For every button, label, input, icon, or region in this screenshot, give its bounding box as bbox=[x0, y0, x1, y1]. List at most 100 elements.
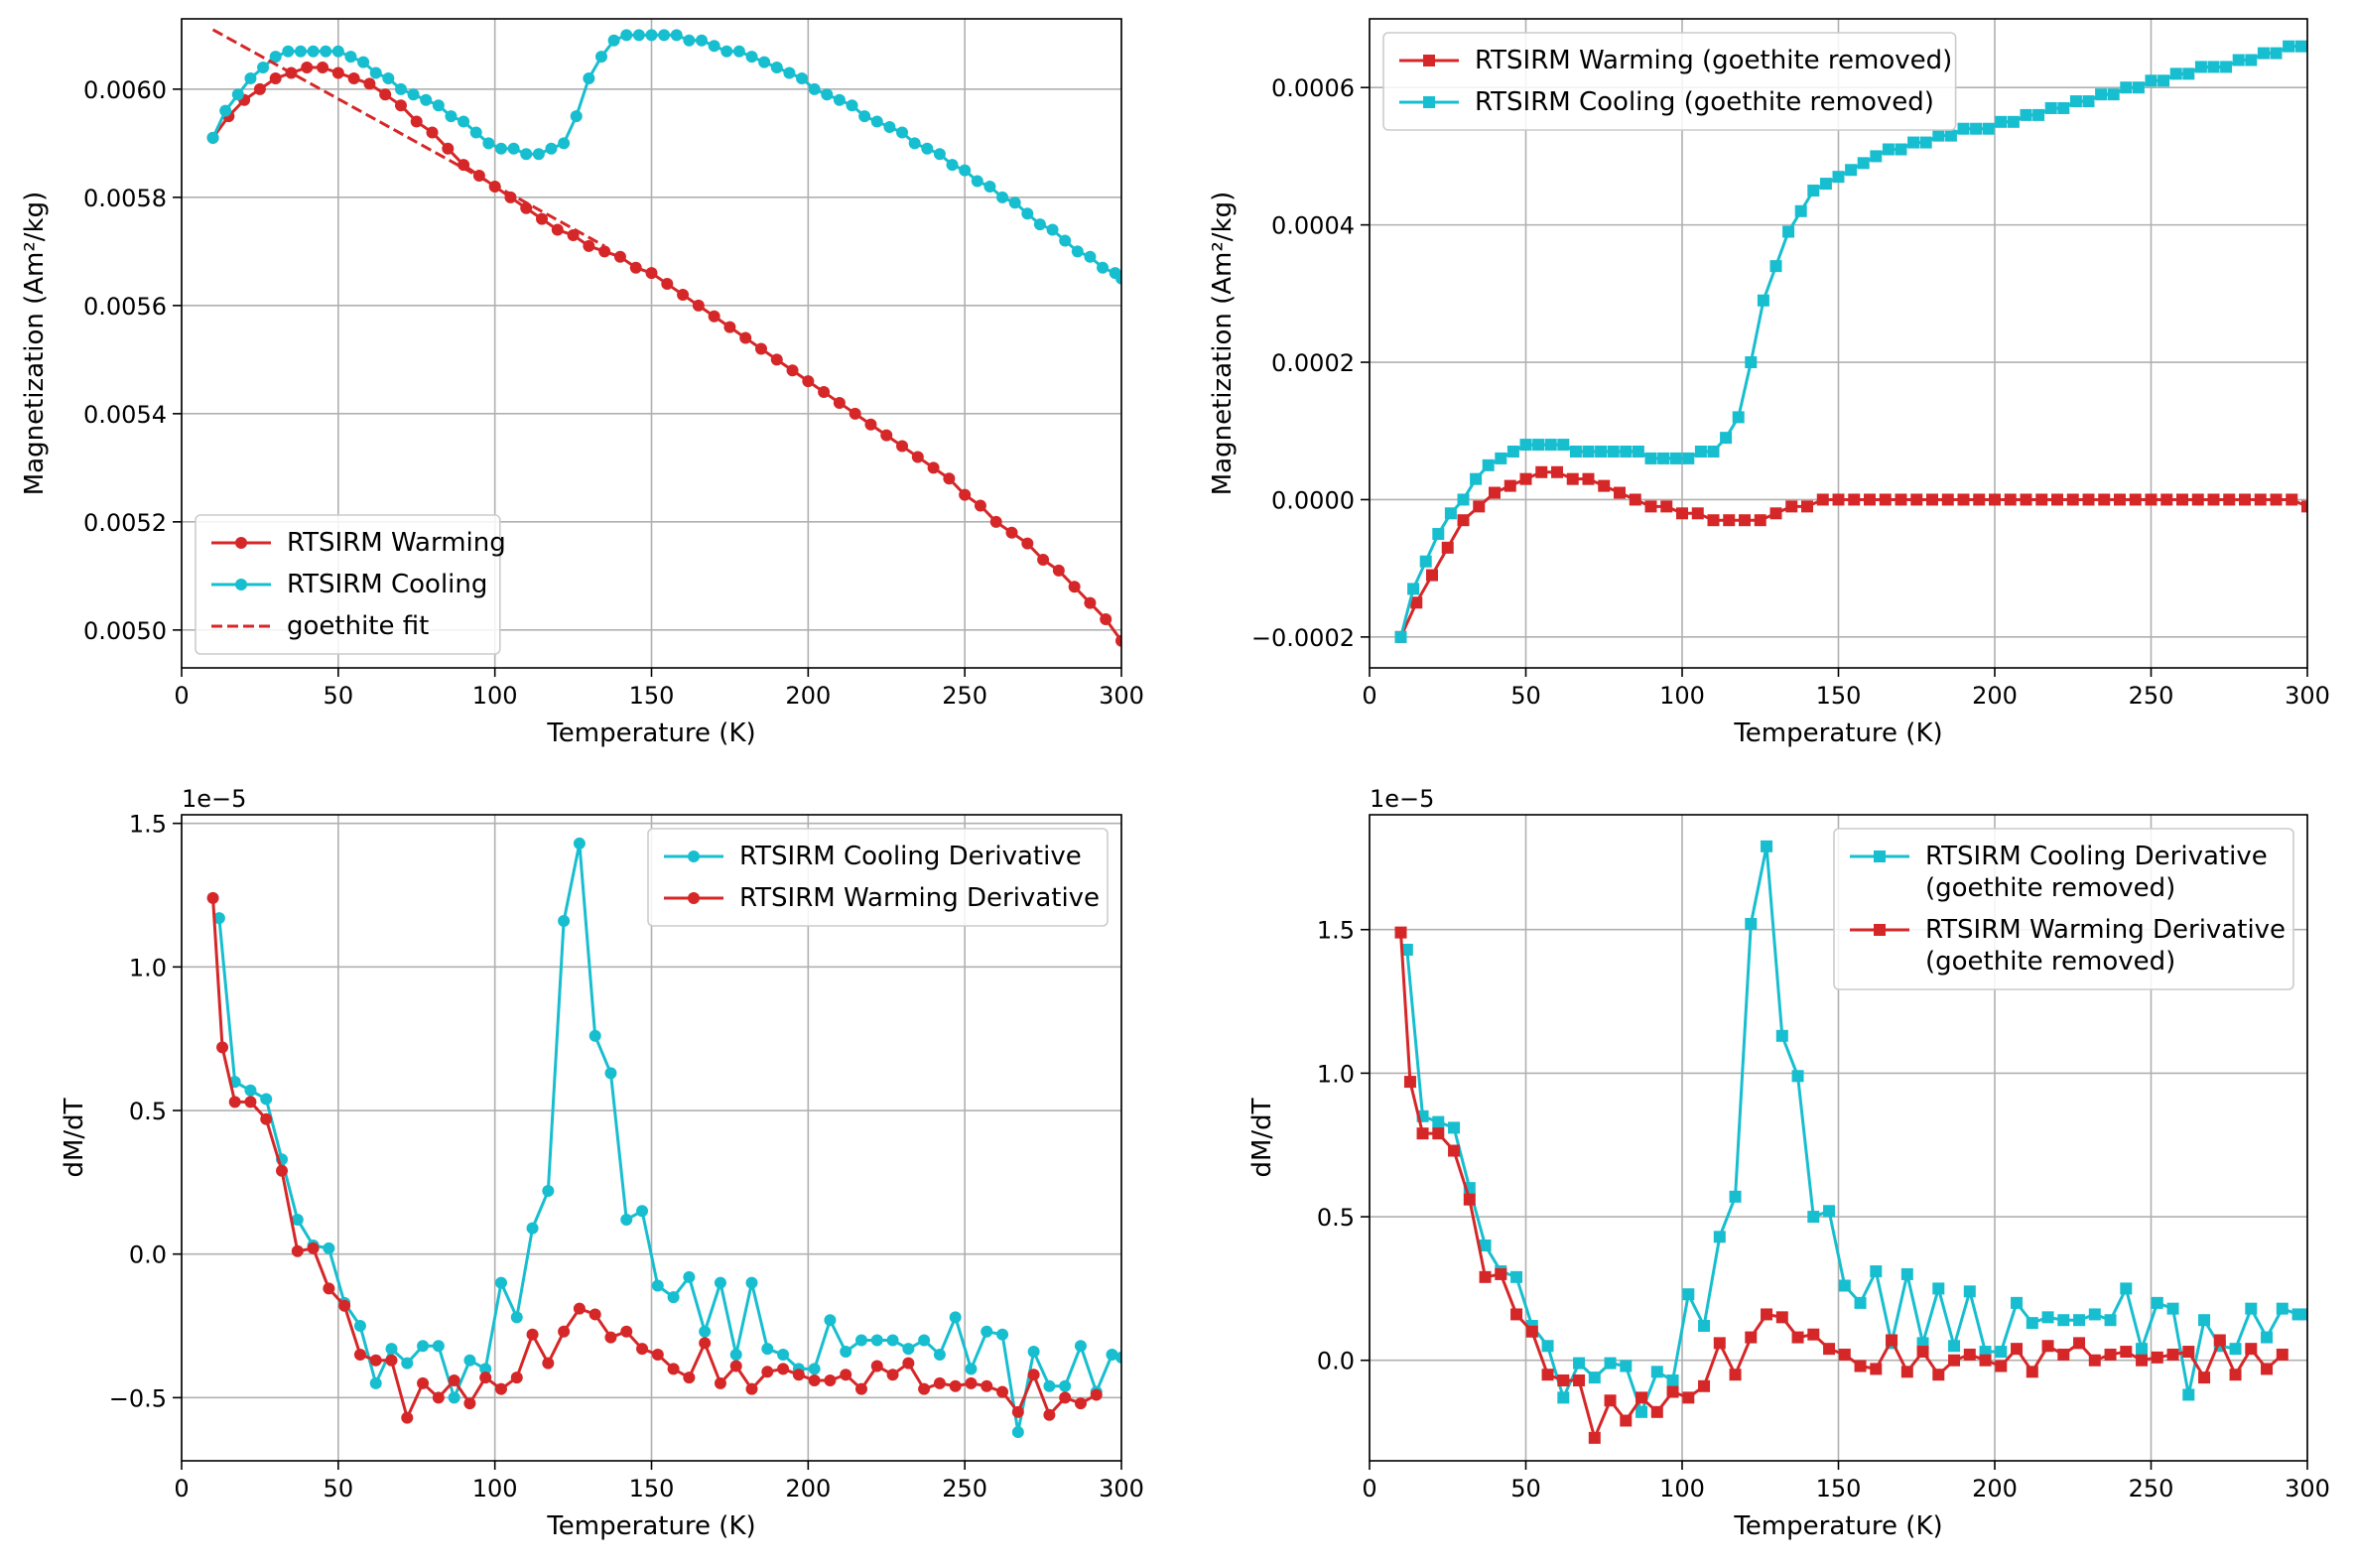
data-point bbox=[965, 1363, 978, 1375]
data-point bbox=[331, 45, 344, 58]
data-point bbox=[1059, 234, 1072, 247]
data-point bbox=[1729, 1369, 1742, 1381]
data-point bbox=[382, 71, 395, 84]
data-point bbox=[458, 159, 470, 172]
data-point bbox=[206, 891, 219, 904]
data-point bbox=[1907, 136, 1920, 149]
series-1 bbox=[206, 891, 1103, 1424]
data-point bbox=[1989, 493, 2001, 506]
data-point bbox=[1519, 472, 1532, 485]
legend-swatch-marker bbox=[1423, 55, 1435, 66]
data-point bbox=[1948, 1340, 1961, 1353]
y-tick-label: 1.0 bbox=[1317, 1060, 1355, 1088]
legend: RTSIRM Warming RTSIRM Cooling goethite fit bbox=[195, 514, 506, 655]
x-tick-label: 50 bbox=[1510, 1475, 1541, 1503]
data-point bbox=[1682, 452, 1695, 464]
data-point bbox=[1963, 1285, 1976, 1298]
data-point bbox=[494, 1276, 507, 1289]
data-point bbox=[1720, 432, 1733, 445]
x-tick-label: 200 bbox=[785, 1475, 831, 1503]
data-point bbox=[323, 1241, 335, 1254]
x-tick-label: 100 bbox=[1659, 1475, 1705, 1503]
data-point bbox=[526, 1222, 539, 1235]
data-point bbox=[796, 71, 809, 84]
data-point bbox=[786, 364, 799, 377]
x-tick-label: 50 bbox=[324, 682, 354, 710]
data-point bbox=[520, 201, 533, 214]
data-point bbox=[1691, 507, 1704, 520]
data-point bbox=[253, 82, 266, 95]
data-point bbox=[620, 29, 633, 42]
x-tick-label: 0 bbox=[174, 682, 189, 710]
data-point bbox=[1482, 458, 1495, 471]
data-point bbox=[363, 77, 376, 90]
data-point bbox=[886, 1369, 899, 1381]
data-point bbox=[1754, 514, 1766, 527]
x-tick-label: 250 bbox=[942, 1475, 987, 1503]
data-point bbox=[959, 164, 972, 177]
data-point bbox=[902, 1343, 915, 1356]
data-point bbox=[573, 1302, 586, 1315]
data-point bbox=[353, 1320, 366, 1333]
data-point bbox=[1707, 446, 1720, 457]
legend-swatch-marker bbox=[235, 537, 247, 549]
data-point bbox=[943, 472, 956, 485]
data-point bbox=[442, 142, 455, 155]
data-point bbox=[1848, 493, 1861, 506]
legend-label: goethite fit bbox=[287, 611, 429, 641]
data-point bbox=[558, 915, 571, 928]
data-point bbox=[257, 62, 270, 74]
x-tick-label: 200 bbox=[1972, 682, 2018, 710]
data-point bbox=[1761, 1308, 1773, 1321]
data-point bbox=[883, 121, 896, 133]
data-point bbox=[1588, 1431, 1601, 1444]
data-point bbox=[770, 62, 783, 74]
data-point bbox=[1650, 1405, 1663, 1418]
data-point bbox=[1400, 943, 1413, 956]
legend-label: RTSIRM Warming (goethite removed) bbox=[1475, 46, 1952, 75]
data-point bbox=[1506, 446, 1519, 457]
data-point bbox=[1620, 446, 1633, 457]
data-point bbox=[1448, 1144, 1461, 1157]
data-point bbox=[699, 1337, 712, 1350]
data-point bbox=[244, 1096, 257, 1109]
data-point bbox=[1403, 1076, 1416, 1089]
data-point bbox=[2041, 1311, 2054, 1324]
data-point bbox=[1791, 1331, 1804, 1344]
data-point bbox=[846, 99, 858, 112]
x-axis-label: Temperature (K) bbox=[546, 719, 755, 748]
x-tick-label: 200 bbox=[1972, 1475, 2018, 1503]
x-tick-label: 150 bbox=[629, 682, 675, 710]
legend-label: RTSIRM Cooling Derivative bbox=[1925, 842, 2268, 871]
data-point bbox=[1557, 1391, 1570, 1404]
data-point bbox=[658, 29, 671, 42]
data-point bbox=[2057, 1348, 2070, 1361]
data-point bbox=[1037, 554, 1050, 566]
data-point bbox=[1694, 446, 1707, 457]
data-point bbox=[426, 126, 439, 139]
data-point bbox=[407, 88, 420, 101]
data-point bbox=[520, 148, 533, 161]
data-point bbox=[507, 142, 520, 155]
data-point bbox=[2151, 1351, 2163, 1364]
data-point bbox=[1097, 261, 1110, 274]
data-point bbox=[291, 1213, 304, 1226]
data-point bbox=[244, 1084, 257, 1097]
data-point bbox=[754, 342, 767, 355]
data-point bbox=[1832, 493, 1845, 506]
data-point bbox=[2098, 493, 2111, 506]
data-point bbox=[598, 245, 611, 258]
data-point bbox=[494, 1382, 507, 1395]
data-point bbox=[231, 88, 244, 101]
data-point bbox=[996, 191, 1009, 203]
data-point bbox=[604, 1331, 617, 1344]
data-point bbox=[583, 71, 595, 84]
data-point bbox=[338, 1299, 351, 1312]
data-point bbox=[558, 137, 571, 150]
data-point bbox=[880, 429, 893, 442]
data-point bbox=[379, 88, 392, 101]
data-point bbox=[2032, 108, 2045, 121]
data-point bbox=[463, 1397, 476, 1410]
data-point bbox=[636, 1205, 649, 1218]
